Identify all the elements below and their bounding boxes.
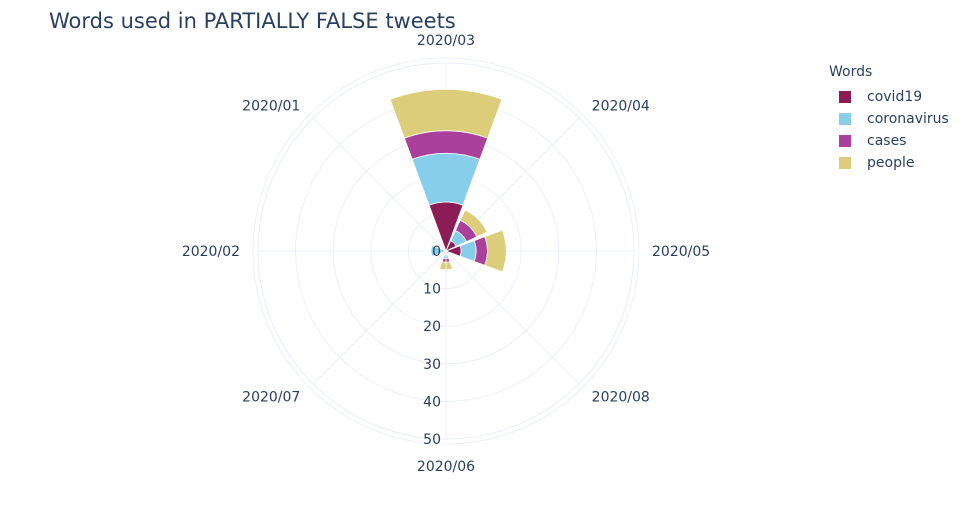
- radial-tick-label: 30: [423, 357, 441, 373]
- bar-people-2020/05: [484, 229, 507, 273]
- radial-tick-label: 50: [423, 432, 441, 448]
- legend-swatch: [839, 157, 851, 169]
- bar-coronavirus-2020/03: [411, 152, 481, 206]
- legend-label: people: [867, 155, 915, 171]
- angular-tick-label: 2020/04: [592, 98, 650, 114]
- legend-item-coronavirus[interactable]: coronavirus: [829, 108, 949, 130]
- angular-tick-label: 2020/07: [242, 390, 300, 406]
- angular-tick-label: 2020/03: [417, 33, 475, 49]
- bar-people-2020/03: [389, 89, 503, 139]
- legend-label: cases: [867, 133, 907, 149]
- legend-swatch: [839, 91, 851, 103]
- radial-tick-label: 10: [423, 282, 441, 298]
- legend-swatch: [839, 113, 851, 125]
- radial-tick-label: 40: [423, 394, 441, 410]
- angular-grid-line: [445, 250, 580, 385]
- legend-label: covid19: [867, 89, 923, 105]
- angular-tick-label: 2020/01: [242, 98, 300, 114]
- chart-title: Words used in PARTIALLY FALSE tweets: [49, 9, 456, 33]
- radial-tick-label: 0: [432, 244, 441, 260]
- legend-item-covid19[interactable]: covid19: [829, 86, 949, 108]
- angular-grid-line: [312, 250, 447, 385]
- legend: Words covid19 coronavirus cases people: [829, 64, 949, 174]
- angular-tick-label: 2020/02: [182, 244, 240, 260]
- legend-label: coronavirus: [867, 111, 949, 127]
- bar-coronavirus-2020/02: [430, 245, 448, 257]
- legend-item-people[interactable]: people: [829, 152, 949, 174]
- bar-cases-2020/05: [473, 236, 488, 266]
- angular-grid-line: [312, 117, 447, 252]
- legend-item-cases[interactable]: cases: [829, 130, 949, 152]
- radial-tick-label: 20: [423, 319, 441, 335]
- angular-tick-label: 2020/06: [417, 459, 475, 475]
- outer-ring: [252, 57, 640, 445]
- legend-swatch: [839, 135, 851, 147]
- angular-tick-label: 2020/08: [592, 390, 650, 406]
- legend-title: Words: [829, 64, 873, 80]
- angular-tick-label: 2020/05: [652, 244, 710, 260]
- bar-people-2020/04: [459, 209, 488, 238]
